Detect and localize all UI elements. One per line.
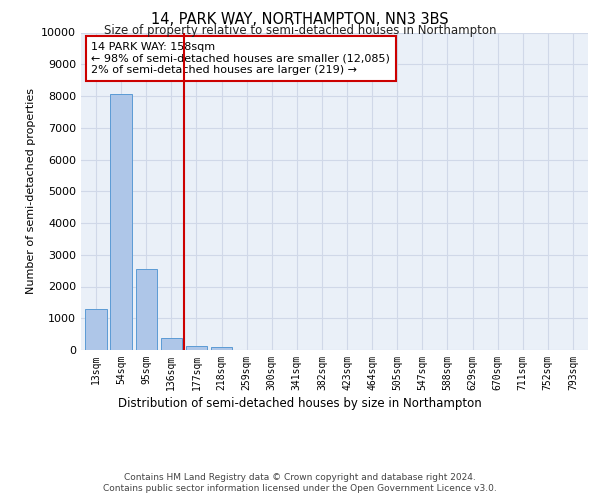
Text: 14 PARK WAY: 158sqm
← 98% of semi-detached houses are smaller (12,085)
2% of sem: 14 PARK WAY: 158sqm ← 98% of semi-detach… [91,42,390,75]
Text: 14, PARK WAY, NORTHAMPTON, NN3 3BS: 14, PARK WAY, NORTHAMPTON, NN3 3BS [151,12,449,28]
Text: Contains HM Land Registry data © Crown copyright and database right 2024.: Contains HM Land Registry data © Crown c… [124,472,476,482]
Bar [85,308,107,350]
Bar [110,94,132,350]
Bar [211,348,232,350]
Bar [186,346,207,350]
Bar [136,269,157,350]
Y-axis label: Number of semi-detached properties: Number of semi-detached properties [26,88,35,294]
Text: Size of property relative to semi-detached houses in Northampton: Size of property relative to semi-detach… [104,24,496,37]
Text: Distribution of semi-detached houses by size in Northampton: Distribution of semi-detached houses by … [118,398,482,410]
Text: Contains public sector information licensed under the Open Government Licence v3: Contains public sector information licen… [103,484,497,493]
Bar [161,338,182,350]
